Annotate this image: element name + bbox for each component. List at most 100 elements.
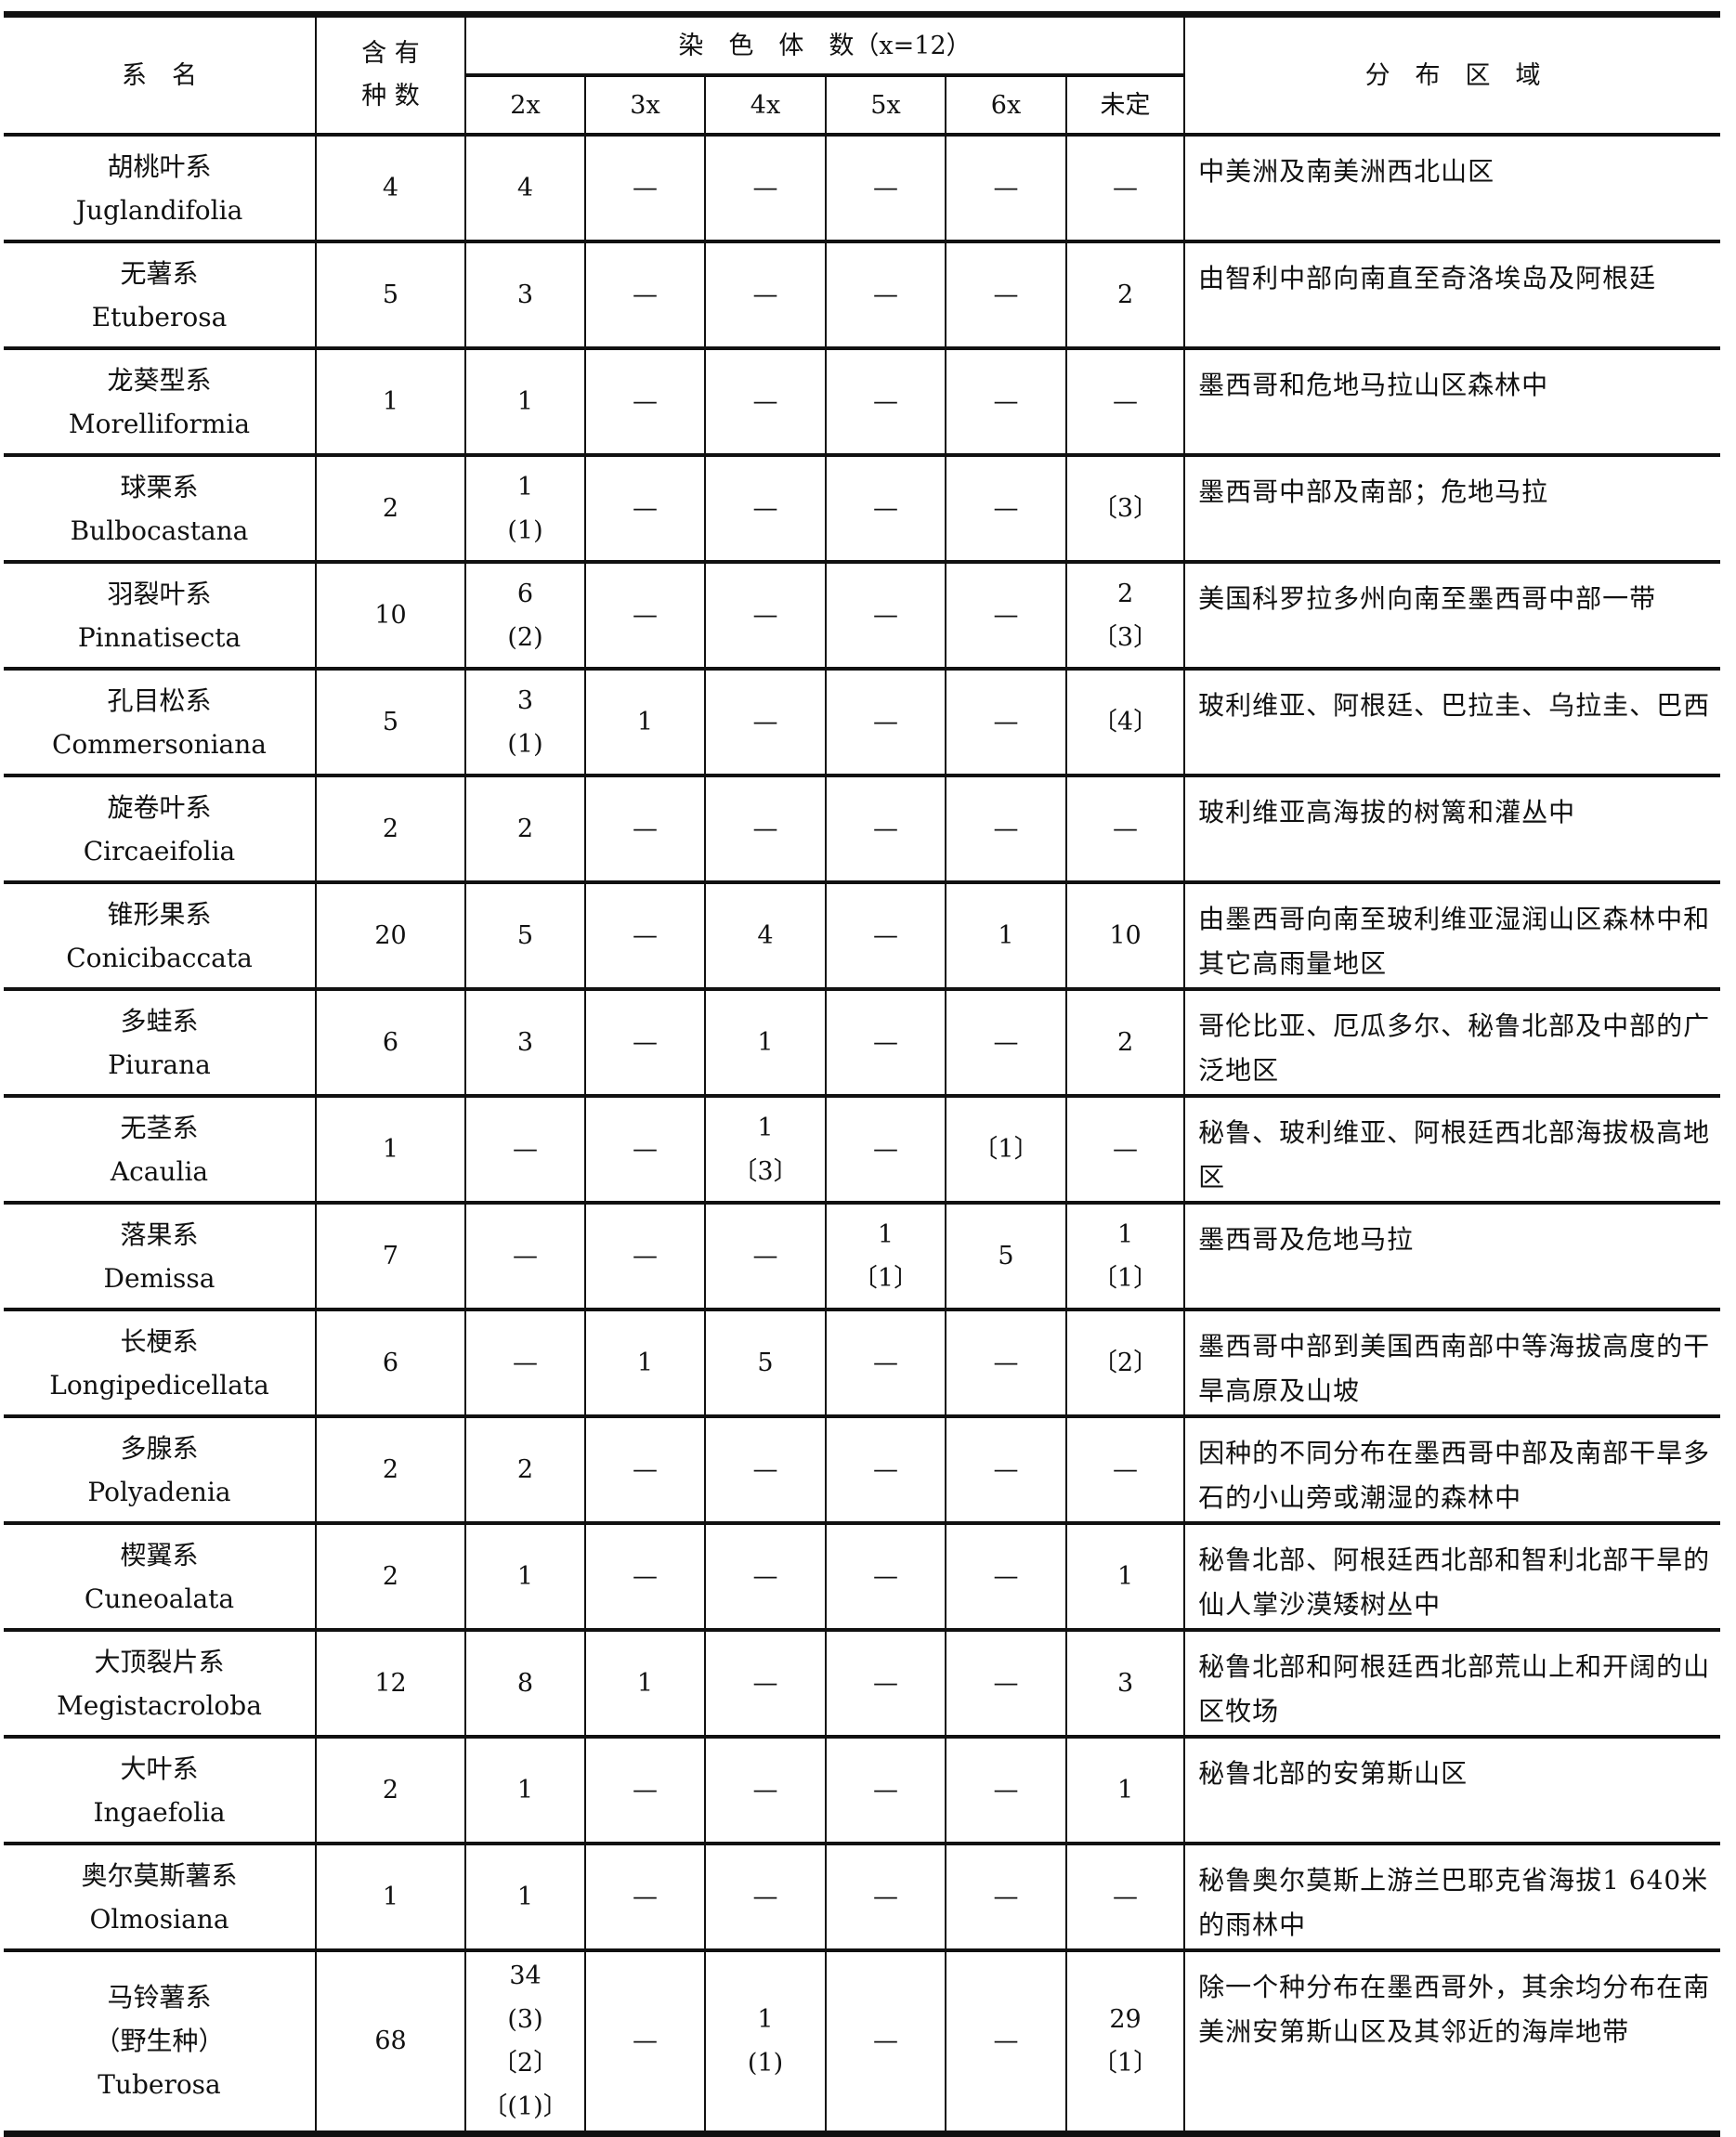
distribution-cell: 由墨西哥向南至玻利维亚湿润山区森林中和其它高雨量地区	[1183, 880, 1721, 989]
ploidy-3x-cell: —	[584, 1094, 706, 1203]
ploidy-3x-cell: —	[584, 987, 706, 1096]
species-count-cell: 4	[315, 133, 466, 241]
ploidy-undetermined-cell: 1	[1064, 1735, 1186, 1844]
ploidy-6x-cell: —	[945, 667, 1067, 775]
series-name-cell: 奥尔莫斯薯系 Olmosiana	[4, 1842, 317, 1950]
distribution-cell: 美国科罗拉多州向南至墨西哥中部一带	[1183, 560, 1721, 669]
ploidy-4x-cell: —	[704, 1521, 827, 1630]
ploidy-2x-cell: 1 (1)	[464, 453, 586, 562]
species-count-cell: 6	[315, 1308, 466, 1416]
species-count-cell: 2	[315, 1414, 466, 1523]
ploidy-3x-cell: —	[584, 774, 706, 882]
ploidy-undetermined-cell: 〔4〕	[1064, 667, 1186, 775]
ploidy-2x-cell: 8	[464, 1628, 586, 1737]
species-count-cell: 2	[315, 1521, 466, 1630]
ploidy-5x-cell: —	[825, 133, 946, 241]
species-count-cell: 2	[315, 453, 466, 562]
ploidy-4x-cell: 5	[704, 1308, 827, 1416]
ploidy-5x-cell: —	[825, 774, 946, 882]
ploidy-undetermined-cell: 3	[1064, 1628, 1186, 1737]
header-2x: 2x	[465, 73, 586, 135]
series-name-cell: 落果系 Demissa	[4, 1201, 317, 1310]
ploidy-2x-cell: 1	[464, 1735, 586, 1844]
series-name-cell: 多腺系 Polyadenia	[4, 1414, 317, 1523]
ploidy-6x-cell: —	[945, 1628, 1067, 1737]
ploidy-2x-cell: —	[464, 1308, 586, 1416]
ploidy-5x-cell: —	[825, 1735, 946, 1844]
ploidy-6x-cell: —	[945, 453, 1067, 562]
header-3x: 3x	[584, 73, 706, 135]
ploidy-6x-cell: —	[945, 1414, 1067, 1523]
ploidy-2x-cell: 4	[464, 133, 586, 241]
ploidy-2x-cell: —	[464, 1201, 586, 1310]
distribution-cell: 玻利维亚、阿根廷、巴拉圭、乌拉圭、巴西	[1183, 667, 1721, 775]
distribution-cell: 因种的不同分布在墨西哥中部及南部干旱多石的小山旁或潮湿的森林中	[1183, 1414, 1721, 1523]
distribution-cell: 由智利中部向南直至奇洛埃岛及阿根廷	[1183, 240, 1721, 348]
distribution-cell: 墨西哥和危地马拉山区森林中	[1183, 346, 1721, 455]
ploidy-2x-cell: 2	[464, 774, 586, 882]
ploidy-6x-cell: —	[945, 1842, 1067, 1950]
series-name-cell: 球栗系 Bulbocastana	[4, 453, 317, 562]
ploidy-5x-cell: —	[825, 1628, 946, 1737]
ploidy-5x-cell: —	[825, 560, 946, 669]
series-name-cell: 旋卷叶系 Circaeifolia	[4, 774, 317, 882]
ploidy-4x-cell: —	[704, 1842, 827, 1950]
ploidy-6x-cell: 〔1〕	[945, 1094, 1067, 1203]
ploidy-5x-cell: —	[825, 346, 946, 455]
table-row: 旋卷叶系 Circaeifolia 2 2— — — — — 玻利维亚高海拔的树篱和灌丛中	[4, 774, 1721, 882]
ploidy-3x-cell: —	[584, 133, 706, 241]
ploidy-undetermined-cell: 2 〔3〕	[1064, 560, 1186, 669]
distribution-cell: 秘鲁、玻利维亚、阿根廷西北部海拔极高地区	[1183, 1094, 1721, 1203]
table-row: 羽裂叶系 Pinnatisecta 10 6 (2) — — — —2 〔3〕 美国科罗拉多州…	[4, 560, 1721, 669]
ploidy-4x-cell: 4	[704, 880, 827, 989]
ploidy-5x-cell: —	[825, 1414, 946, 1523]
ploidy-6x-cell: —	[945, 774, 1067, 882]
species-count-cell: 1	[315, 1842, 466, 1950]
table-row: 大顶裂片系 Megistacroloba 12 8 1— — —3 秘鲁北部和阿根廷西北部荒…	[4, 1628, 1721, 1737]
ploidy-3x-cell: —	[584, 560, 706, 669]
ploidy-5x-cell: —	[825, 1094, 946, 1203]
table-row: 球栗系 Bulbocastana 2 1 (1) — — — — 〔3〕 墨西哥中部及南部；危地…	[4, 453, 1721, 562]
ploidy-undetermined-cell: 〔2〕	[1064, 1308, 1186, 1416]
chromosome-table: 系 名 含 有 种 数 染 色 体 数（x=12） 分 布 区 域 2x 3x …	[4, 11, 1721, 2137]
series-name-cell: 羽裂叶系 Pinnatisecta	[4, 560, 317, 669]
header-undetermined: 未定	[1064, 73, 1185, 135]
ploidy-6x-cell: —	[945, 560, 1067, 669]
distribution-cell: 秘鲁北部和阿根廷西北部荒山上和开阔的山区牧场	[1183, 1628, 1721, 1737]
ploidy-6x-cell: 5	[945, 1201, 1067, 1310]
ploidy-undetermined-cell: 2	[1064, 240, 1186, 348]
ploidy-6x-cell: 1	[945, 880, 1067, 989]
ploidy-2x-cell: 1	[464, 1521, 586, 1630]
ploidy-undetermined-cell: 1	[1064, 1521, 1186, 1630]
series-name-cell: 无茎系 Acaulia	[4, 1094, 317, 1203]
species-count-cell: 7	[315, 1201, 466, 1310]
ploidy-3x-cell: —	[584, 880, 706, 989]
ploidy-5x-cell: —	[825, 880, 946, 989]
header-chromosome-number: 染 色 体 数（x=12）	[463, 11, 1186, 75]
species-count-cell: 5	[315, 667, 466, 775]
ploidy-6x-cell: —	[945, 1521, 1067, 1630]
ploidy-3x-cell: —	[584, 1521, 706, 1630]
series-name-cell: 胡桃叶系 Juglandifolia	[4, 133, 317, 241]
series-name-cell: 锥形果系 Conicibaccata	[4, 880, 317, 989]
distribution-cell: 中美洲及南美洲西北山区	[1183, 133, 1721, 241]
ploidy-3x-cell: 1	[584, 667, 706, 775]
ploidy-4x-cell: —	[704, 240, 827, 348]
ploidy-5x-cell: —	[825, 987, 946, 1096]
ploidy-4x-cell: —	[704, 1414, 827, 1523]
species-count-cell: 2	[315, 774, 466, 882]
ploidy-3x-cell: —	[584, 1414, 706, 1523]
ploidy-5x-cell: —	[825, 453, 946, 562]
ploidy-2x-cell: —	[464, 1094, 586, 1203]
table-row: 多蛙系 Piurana 6 3—1— —2 哥伦比亚、厄瓜多尔、秘鲁北部及中部的广泛地区	[4, 987, 1721, 1096]
species-count-cell: 10	[315, 560, 466, 669]
species-count-cell: 5	[315, 240, 466, 348]
table-row: 奥尔莫斯薯系 Olmosiana 1 1— — — — — 秘鲁奥尔莫斯上游兰巴耶克省海拔1 …	[4, 1842, 1721, 1950]
ploidy-undetermined-cell: 1 〔1〕	[1064, 1201, 1186, 1310]
ploidy-2x-cell: 2	[464, 1414, 586, 1523]
ploidy-6x-cell: —	[945, 346, 1067, 455]
ploidy-2x-cell: 3 (1)	[464, 667, 586, 775]
ploidy-3x-cell: —	[584, 346, 706, 455]
table-body: 胡桃叶系 Juglandifolia 4 4— — — — — 中美洲及南美洲西北山区 无薯系 …	[4, 133, 1721, 2137]
distribution-cell: 秘鲁奥尔莫斯上游兰巴耶克省海拔1 640米的雨林中	[1183, 1842, 1721, 1950]
